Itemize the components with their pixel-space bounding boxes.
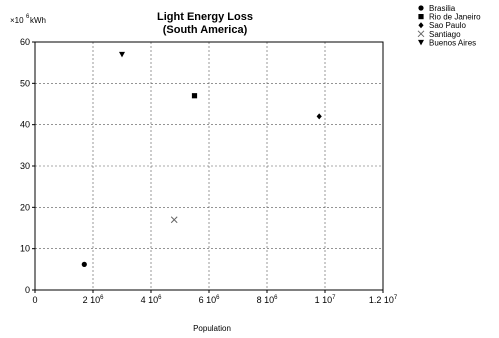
chart-title: Light Energy Loss [157, 11, 253, 23]
x-axis-ticks: 0 2 106 4 106 6 106 8 106 1 107 1.2 107 [32, 290, 398, 305]
legend-marker [418, 14, 424, 20]
y-axis-unit-label: ×10 6 kWh [10, 14, 46, 25]
data-point-rio-de-janeiro [191, 93, 198, 99]
legend-marker [418, 22, 424, 29]
y-tick-label: 50 [20, 78, 30, 88]
legend-label: Sao Paulo [429, 21, 466, 30]
data-points [81, 51, 322, 267]
data-point-santiago [170, 216, 178, 224]
x-tick-label: 8 106 [257, 295, 279, 305]
legend-label: Brasilia [429, 4, 456, 13]
data-point-buenos-aires [119, 51, 125, 58]
y-tick-label: 20 [20, 202, 30, 212]
grid-lines [35, 42, 383, 290]
data-point-sao-paulo [316, 113, 322, 120]
y-tick-label: 40 [20, 120, 30, 130]
legend-label: Santiago [429, 30, 461, 39]
legend-marker [417, 30, 425, 38]
legend-label: Buenos Aires [429, 38, 476, 47]
y-tick-label: 0 [25, 285, 30, 295]
y-tick-label: 30 [20, 161, 30, 171]
x-tick-label: 0 [32, 295, 37, 305]
x-tick-label: 1 107 [315, 295, 337, 305]
x-tick-label: 2 106 [83, 295, 105, 305]
legend-marker [418, 5, 424, 11]
y-unit-kwh: kWh [30, 16, 46, 25]
x-tick-label: 6 106 [199, 295, 221, 305]
y-unit-prefix: ×10 [10, 16, 24, 25]
x-tick-label: 1.2 107 [369, 295, 398, 305]
data-point-brasilia [81, 261, 87, 267]
legend-marker [418, 39, 424, 46]
y-tick-label: 60 [20, 37, 30, 47]
x-tick-label: 4 106 [141, 295, 163, 305]
y-tick-label: 10 [20, 244, 30, 254]
legend-label: Rio de Janeiro [429, 13, 481, 22]
chart-subtitle: (South America) [163, 24, 248, 36]
y-unit-exponent: 6 [26, 14, 30, 20]
y-axis-ticks: 0 10 20 30 40 50 60 [20, 37, 35, 295]
x-axis-label: Population [193, 324, 231, 333]
